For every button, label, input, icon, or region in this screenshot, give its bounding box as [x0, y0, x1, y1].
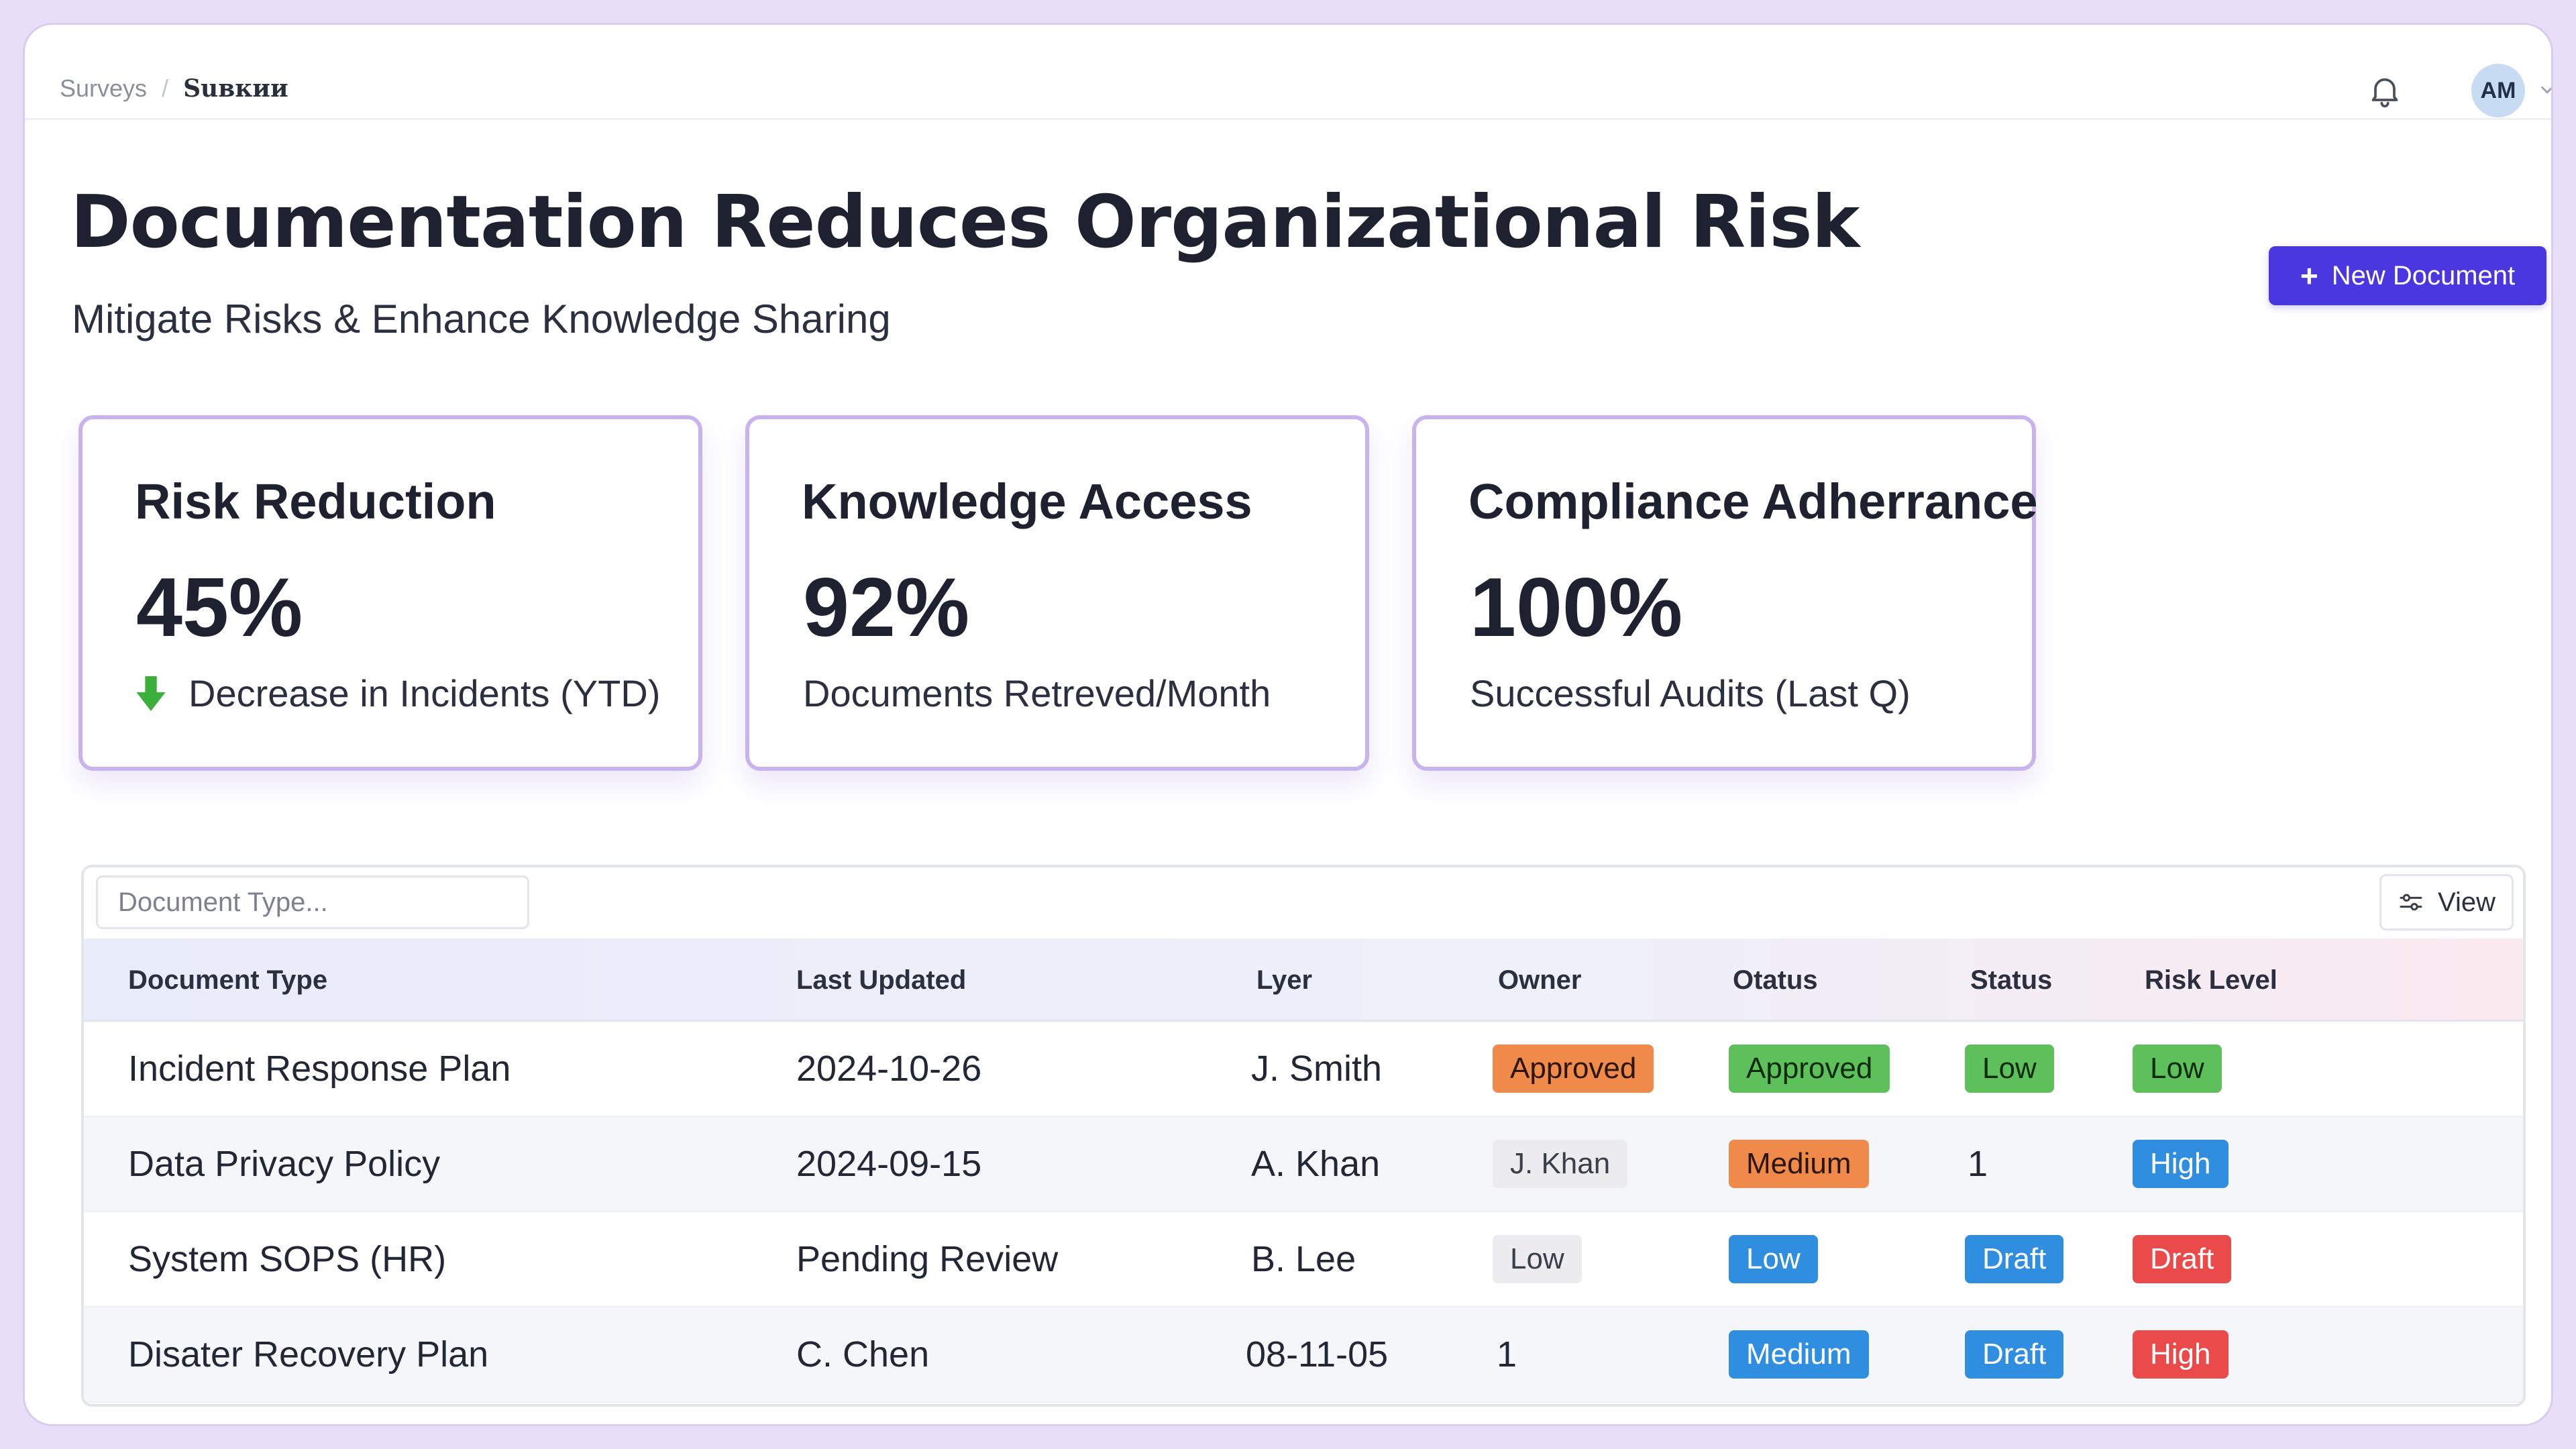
- cell-document-type: Incident Response Plan: [128, 1049, 511, 1089]
- metric-card-compliance: Compliance Adherrance 100% Successful Au…: [1412, 415, 2038, 771]
- new-document-label: New Document: [2331, 260, 2516, 290]
- table-row[interactable]: System SOPS (HR) Pending Review B. Lee L…: [84, 1212, 2523, 1307]
- owner-badge: Low: [1493, 1235, 1582, 1283]
- cell-lyer: 08-11-05: [1246, 1334, 1389, 1375]
- table-row[interactable]: Incident Response Plan 2024-10-26 J. Smi…: [84, 1022, 2523, 1117]
- breadcrumb-separator: /: [162, 74, 169, 102]
- avatar[interactable]: AM: [2471, 64, 2525, 117]
- owner-badge: Approved: [1493, 1044, 1654, 1093]
- metric-caption: Decrease in Incidents (YTD): [189, 672, 661, 714]
- plus-icon: +: [2300, 258, 2318, 293]
- chevron-down-icon[interactable]: [2537, 80, 2553, 100]
- app-window: Surveys / Suвкии AM Documentation Reduce…: [23, 23, 2553, 1426]
- breadcrumb: Surveys / Suвкии: [60, 74, 288, 103]
- otatus-badge: Medium: [1729, 1330, 1869, 1379]
- status-badge: Draft: [1965, 1235, 2064, 1283]
- column-header[interactable]: Last Updated: [796, 965, 967, 995]
- metric-caption-row: Documents Retreved/Month: [803, 672, 1271, 715]
- metric-caption: Successful Audits (Last Q): [1470, 672, 1911, 714]
- metric-title: Risk Reduction: [135, 474, 496, 529]
- column-header[interactable]: Status: [1970, 965, 2053, 995]
- status-badge: Draft: [1965, 1330, 2064, 1379]
- page-title: Documentation Reduces Organizational Ris…: [70, 180, 1860, 264]
- metric-card-knowledge-access: Knowledge Access 92% Documents Retreved/…: [745, 415, 1369, 771]
- document-type-filter-input[interactable]: [96, 875, 529, 929]
- cell-last-updated: C. Chen: [796, 1334, 930, 1375]
- metric-title: Compliance Adherrance: [1468, 474, 2038, 529]
- otatus-badge: Approved: [1729, 1044, 1890, 1093]
- cell-last-updated: 2024-09-15: [796, 1144, 982, 1184]
- cell-lyer: A. Khan: [1251, 1144, 1381, 1184]
- cell-document-type: Data Privacy Policy: [128, 1144, 441, 1184]
- column-header[interactable]: Lyer: [1256, 965, 1313, 995]
- new-document-button[interactable]: + New Document: [2269, 246, 2546, 305]
- metric-card-risk-reduction: Risk Reduction 45% Decrease in Incidents…: [78, 415, 702, 771]
- metric-caption: Documents Retreved/Month: [803, 672, 1271, 714]
- metric-value: 92%: [803, 561, 970, 654]
- breadcrumb-surveys[interactable]: Surveys: [60, 74, 148, 102]
- owner-badge: J. Khan: [1493, 1140, 1628, 1188]
- column-header[interactable]: Owner: [1498, 965, 1582, 995]
- metric-title: Knowledge Access: [802, 474, 1252, 529]
- documents-table: View Document Type Last Updated Lyer Own…: [81, 865, 2526, 1407]
- column-header[interactable]: Risk Level: [2145, 965, 2277, 995]
- metric-value: 100%: [1470, 561, 1683, 654]
- otatus-badge: Low: [1729, 1235, 1818, 1283]
- cell-document-type: System SOPS (HR): [128, 1239, 447, 1279]
- table-row[interactable]: Data Privacy Policy 2024-09-15 A. Khan J…: [84, 1117, 2523, 1212]
- otatus-badge: Medium: [1729, 1140, 1869, 1188]
- top-bar: Surveys / Suвкии AM: [25, 25, 2551, 120]
- cell-document-type: Disater Recovery Plan: [128, 1334, 489, 1375]
- cell-lyer: B. Lee: [1251, 1239, 1356, 1279]
- cell-status: 1: [1968, 1144, 1988, 1184]
- cell-owner: 1: [1497, 1334, 1517, 1375]
- arrow-down-icon: [136, 676, 166, 711]
- risk-badge: Draft: [2133, 1235, 2232, 1283]
- view-label: View: [2438, 887, 2496, 917]
- column-header[interactable]: Otatus: [1733, 965, 1818, 995]
- view-button[interactable]: View: [2379, 874, 2514, 930]
- cell-lyer: J. Smith: [1251, 1049, 1383, 1089]
- bell-icon[interactable]: [2366, 72, 2404, 109]
- page-subtitle: Mitigate Risks & Enhance Knowledge Shari…: [72, 297, 891, 341]
- metric-caption-row: Decrease in Incidents (YTD): [136, 672, 660, 715]
- table-header: Document Type Last Updated Lyer Owner Ot…: [84, 938, 2523, 1022]
- cell-last-updated: Pending Review: [796, 1239, 1059, 1279]
- metric-caption-row: Successful Audits (Last Q): [1470, 672, 1911, 715]
- risk-badge: Low: [2133, 1044, 2222, 1093]
- metric-value: 45%: [136, 561, 303, 654]
- table-row[interactable]: Disater Recovery Plan C. Chen 08-11-05 1…: [84, 1307, 2523, 1403]
- risk-badge: High: [2133, 1140, 2229, 1188]
- sliders-icon: [2400, 894, 2422, 911]
- breadcrumb-current: Suвкии: [183, 74, 288, 103]
- column-header[interactable]: Document Type: [128, 965, 328, 995]
- status-badge: Low: [1965, 1044, 2054, 1093]
- risk-badge: High: [2133, 1330, 2229, 1379]
- cell-last-updated: 2024-10-26: [796, 1049, 982, 1089]
